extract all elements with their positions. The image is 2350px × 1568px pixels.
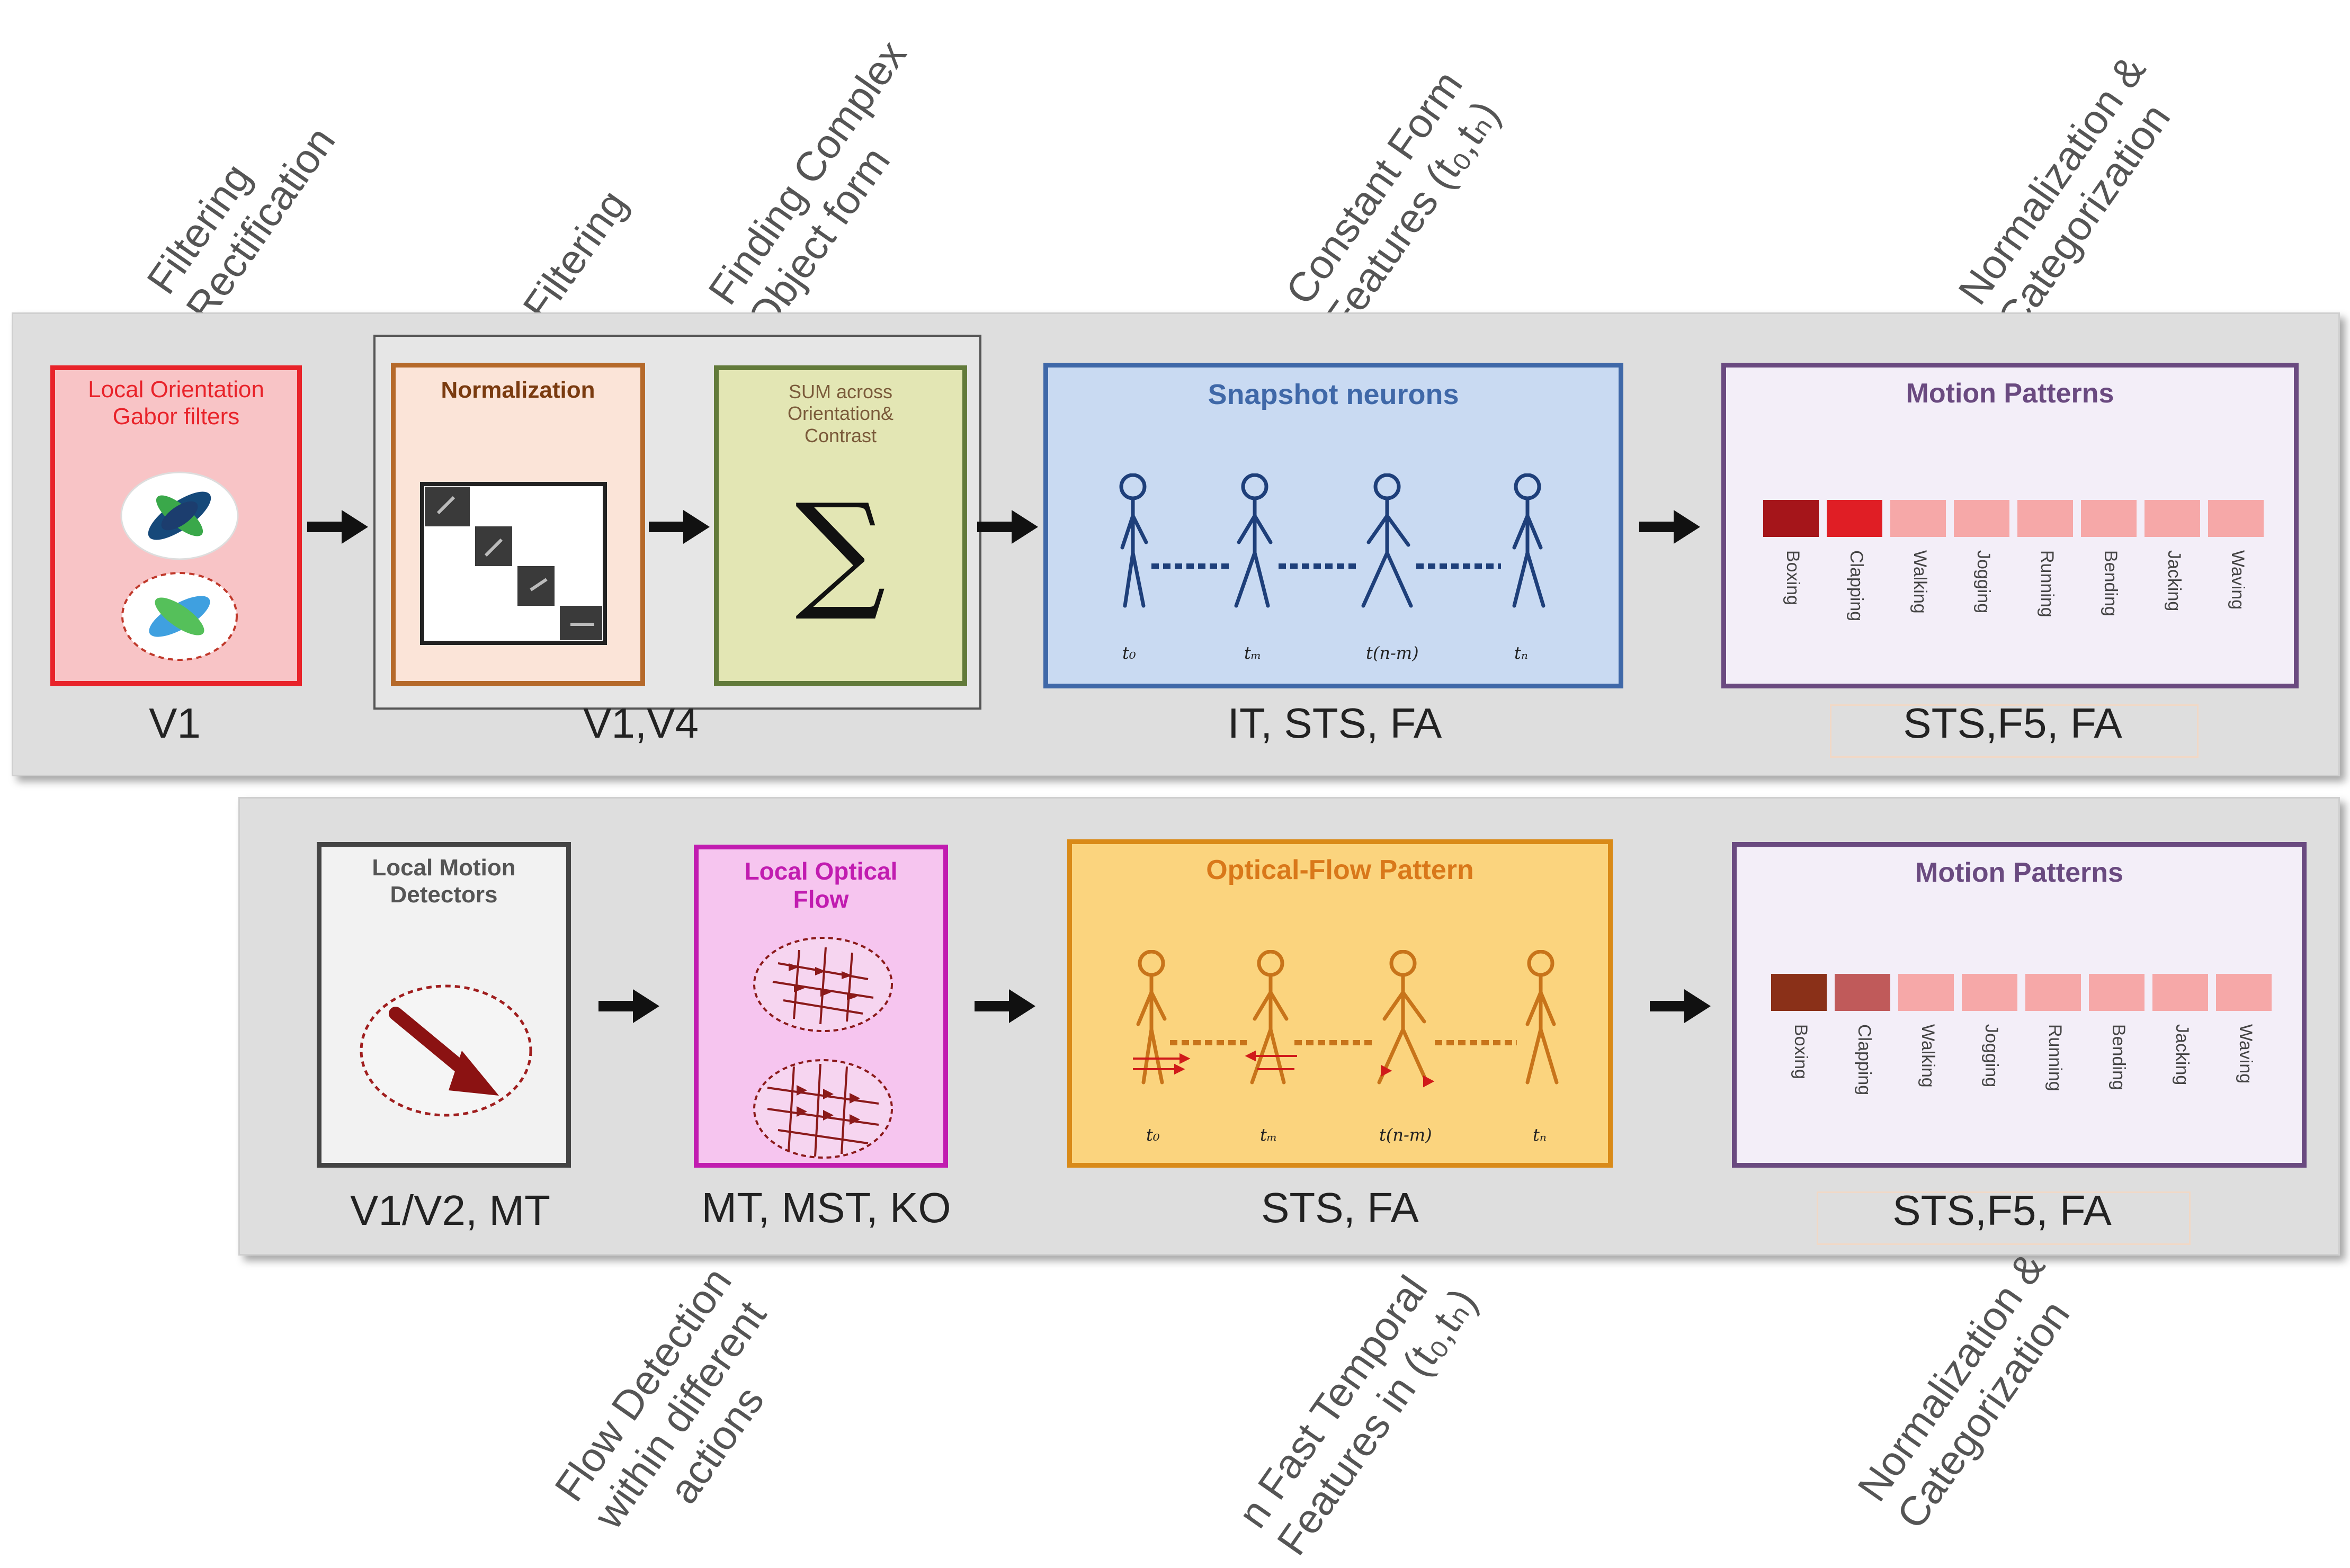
category-bar bbox=[1771, 974, 1827, 1011]
category-bar bbox=[1954, 500, 2009, 537]
frame-label: tₘ bbox=[1260, 1125, 1277, 1145]
category-bar bbox=[1763, 500, 1819, 537]
category-bar bbox=[1835, 974, 1890, 1011]
category-bars-bottom: Boxing Clapping Walking Jogging Running Bendi… bbox=[1771, 974, 2280, 1133]
category-label: Jacking bbox=[2164, 550, 2184, 612]
category-label: Walking bbox=[1910, 550, 1930, 614]
category-label: Jogging bbox=[1981, 1024, 2001, 1088]
label-normalization-bottom: Normalization & Categorization bbox=[1848, 1244, 2079, 1537]
arrow-icon bbox=[975, 989, 1035, 1023]
label-filtering: Filtering bbox=[514, 181, 637, 329]
arrow-icon bbox=[977, 510, 1038, 544]
frame-label: t(n-m) bbox=[1379, 1125, 1432, 1145]
category-label: Jogging bbox=[1973, 550, 1994, 614]
label-finding-complex: Finding Complex Object form bbox=[699, 32, 915, 340]
arrow-icon bbox=[1650, 989, 1711, 1023]
category-bar bbox=[2145, 500, 2200, 537]
category-bar bbox=[2152, 974, 2208, 1011]
category-bar bbox=[1827, 500, 1882, 537]
frame-label: t₀ bbox=[1146, 1125, 1160, 1145]
motion-patterns-box-bottom: Motion Patterns Boxing Clapping Walking Jog… bbox=[1732, 842, 2307, 1168]
caption-frame bbox=[1830, 704, 2199, 758]
frame-label: tₙ bbox=[1533, 1125, 1547, 1145]
sigma-icon: ∑ bbox=[795, 476, 886, 624]
category-label: Running bbox=[2037, 550, 2057, 617]
frame-label: t₀ bbox=[1122, 643, 1136, 663]
snapshot-neurons-title: Snapshot neurons bbox=[1208, 379, 1459, 410]
category-label: Jacking bbox=[2172, 1024, 2192, 1086]
caption-v1: V1 bbox=[149, 700, 201, 747]
arrow-icon bbox=[649, 510, 710, 544]
optical-flow-pattern-box: Optical-Flow Pattern t₀ tₘ t(n-m) tₙ bbox=[1067, 839, 1613, 1168]
category-label: Running bbox=[2045, 1024, 2065, 1091]
caption-v1v2-mt: V1/V2, MT bbox=[350, 1187, 550, 1234]
motion-patterns-title-top: Motion Patterns bbox=[1906, 378, 2114, 409]
category-bar bbox=[1890, 500, 1946, 537]
frame-label: tₙ bbox=[1514, 643, 1528, 663]
gabor-filter-icon bbox=[120, 471, 239, 661]
category-bar bbox=[1898, 974, 1954, 1011]
normalization-title: Normalization bbox=[441, 377, 595, 403]
optical-flow-icon bbox=[753, 937, 893, 1159]
label-normalization-top: Normalization & Categorization bbox=[1949, 47, 2179, 340]
sum-title: SUM across Orientation& Contrast bbox=[787, 381, 894, 446]
normalization-staircase-icon bbox=[420, 482, 607, 645]
label-fast-temporal: n Fast Temporal Features in (t₀,tₙ) bbox=[1229, 1267, 1486, 1563]
category-label: Walking bbox=[1918, 1024, 1938, 1088]
category-bar bbox=[2089, 974, 2145, 1011]
category-bar bbox=[2216, 974, 2272, 1011]
caption-frame bbox=[1817, 1191, 2191, 1245]
walking-stick-figures-flow-icon bbox=[1133, 950, 1559, 1088]
caption-mt-mst-ko: MT, MST, KO bbox=[701, 1184, 951, 1231]
local-motion-box: Local Motion Detectors bbox=[317, 842, 571, 1168]
label-constant-form: Constant Form Features (t₀,tₙ) bbox=[1276, 62, 1509, 340]
sum-box: SUM across Orientation& Contrast ∑ bbox=[714, 365, 967, 686]
category-bar bbox=[2208, 500, 2264, 537]
normalization-box: Normalization bbox=[391, 363, 645, 686]
local-optical-flow-box: Local Optical Flow bbox=[694, 845, 948, 1168]
caption-v1v4: V1,V4 bbox=[583, 700, 699, 747]
label-filtering-rectification: Filtering Rectification bbox=[138, 118, 344, 329]
snapshot-neurons-box: Snapshot neurons t₀ tₘ t(n-m) tₙ bbox=[1043, 363, 1623, 688]
category-label: Waving bbox=[2228, 550, 2248, 610]
category-label: Clapping bbox=[1854, 1024, 1874, 1096]
category-bar bbox=[2081, 500, 2137, 537]
category-label: Waving bbox=[2236, 1024, 2256, 1084]
local-optical-flow-title: Local Optical Flow bbox=[744, 857, 898, 913]
frame-label: tₘ bbox=[1244, 643, 1262, 663]
category-label: Bending bbox=[2108, 1024, 2129, 1090]
arrow-icon bbox=[307, 510, 368, 544]
category-bar bbox=[1962, 974, 2017, 1011]
motion-patterns-title-bottom: Motion Patterns bbox=[1915, 857, 2123, 888]
caption-sts-f5-fa-bottom: STS,F5, FA bbox=[1892, 1187, 2112, 1234]
category-label: Boxing bbox=[1783, 550, 1803, 605]
category-label: Bending bbox=[2101, 550, 2121, 616]
caption-sts-f5-fa-top: STS,F5, FA bbox=[1903, 700, 2122, 747]
motion-detector-icon bbox=[360, 984, 532, 1117]
local-orientation-box: Local Orientation Gabor filters bbox=[50, 365, 302, 686]
frame-label: t(n-m) bbox=[1366, 643, 1419, 663]
optical-flow-pattern-title: Optical-Flow Pattern bbox=[1206, 855, 1474, 885]
local-motion-title: Local Motion Detectors bbox=[372, 855, 516, 908]
category-label: Boxing bbox=[1791, 1024, 1811, 1079]
category-bar bbox=[2025, 974, 2081, 1011]
category-bars-top: Boxing Clapping Walking Jogging Running Bendi… bbox=[1763, 500, 2272, 659]
local-orientation-title: Local Orientation Gabor filters bbox=[88, 377, 264, 429]
walking-stick-figures-icon bbox=[1119, 473, 1545, 608]
motion-patterns-box-top: Motion Patterns Boxing Clapping Walking Jog… bbox=[1721, 363, 2299, 688]
category-label: Clapping bbox=[1846, 550, 1866, 622]
arrow-icon bbox=[1639, 510, 1700, 544]
category-bar bbox=[2017, 500, 2073, 537]
arrow-icon bbox=[598, 989, 659, 1023]
caption-sts-fa: STS, FA bbox=[1261, 1184, 1419, 1231]
caption-it-sts-fa: IT, STS, FA bbox=[1227, 700, 1442, 747]
label-flow-detection: Flow Detection within different actions bbox=[546, 1259, 775, 1537]
